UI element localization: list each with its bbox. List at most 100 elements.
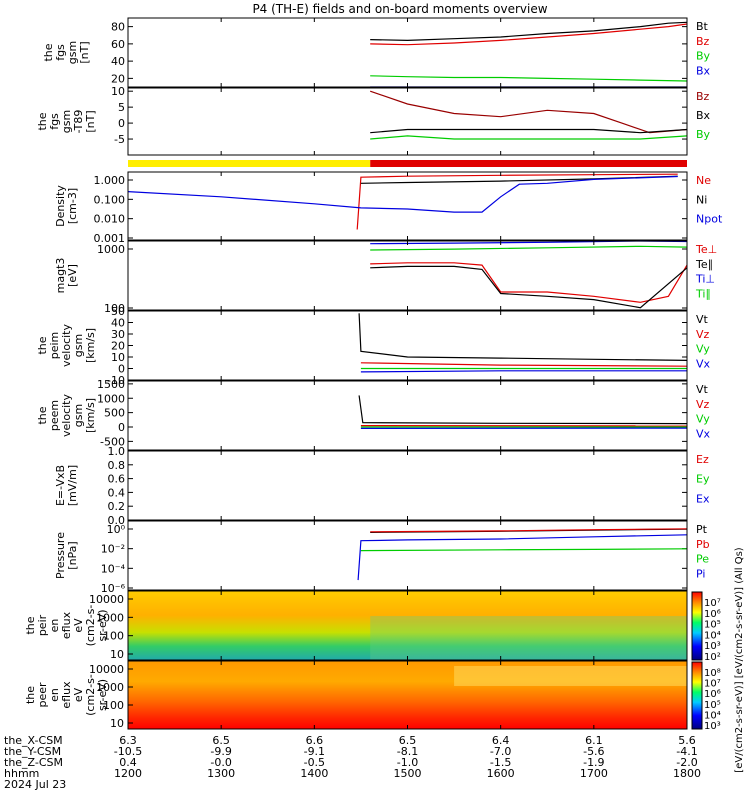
ephem-value: 1300: [207, 767, 235, 780]
ytick-label: 0.6: [108, 473, 126, 486]
legend-Ez: Ez: [696, 453, 709, 466]
ephem-label: hhmm: [4, 767, 39, 780]
ephem-value: 1700: [580, 767, 608, 780]
panel-frame: [127, 240, 688, 311]
ylabel: the: [42, 43, 55, 61]
ytick-label: 0.001: [94, 232, 126, 245]
legend-Pi: Pi: [696, 567, 705, 580]
ytick-label: 0: [118, 117, 125, 130]
legend-Pb: Pb: [696, 538, 710, 551]
legend-Bx: Bx: [696, 64, 711, 77]
ytick-label: 1000: [96, 611, 124, 624]
spectrogram-image: [128, 591, 687, 660]
series-Bt: [370, 21, 688, 42]
legend-By: By: [696, 128, 711, 141]
ephem-value: -4.1: [676, 745, 697, 758]
series-Bx: [370, 128, 688, 134]
ephem-value: 1500: [394, 767, 422, 780]
series-Npot: [127, 175, 678, 213]
ytick-label: -500: [100, 435, 125, 448]
ytick-label: 10000: [89, 593, 124, 606]
series-Ti∥: [370, 245, 688, 251]
ytick-label: 1000: [97, 243, 125, 256]
ephem-value: -1.0: [397, 756, 418, 769]
legend-Ne: Ne: [696, 174, 711, 187]
ephem-value: 0.4: [119, 756, 137, 769]
ytick-label: 40: [111, 317, 125, 330]
ytick-label: 0.4: [108, 486, 126, 499]
ytick-label: 10⁻⁶: [101, 582, 126, 595]
ylabel: peem: [48, 400, 61, 431]
ylabel: en: [48, 619, 61, 633]
ephem-value: -0.5: [304, 756, 325, 769]
series-Te∥: [370, 265, 688, 309]
ephem-label: the_Z-CSM: [4, 756, 63, 769]
legend-Vy: Vy: [696, 413, 710, 426]
ylabel: gsm: [60, 110, 73, 133]
series-Vx: [360, 370, 687, 373]
ephem-label: 2024 Jul 23: [4, 778, 66, 791]
ephem-value: -1.9: [583, 756, 604, 769]
ytick-label: 20: [111, 340, 125, 353]
panel-peir_en_eflux: 10000 1000 100 10 the peir en eflux eV (cm2-s-sr-…: [24, 590, 688, 661]
ytick-label: 0.010: [94, 213, 126, 226]
colorbar-tick: 10⁴: [704, 630, 721, 641]
ytick-label: 500: [104, 407, 125, 420]
legend-Ti∥: Ti∥: [695, 287, 711, 300]
legend-Npot: Npot: [696, 213, 723, 226]
ytick-label: 10: [111, 85, 125, 98]
series-By: [370, 75, 688, 82]
ephem-value: 5.6: [678, 734, 696, 747]
ytick-label: 0.100: [94, 193, 126, 206]
ytick-label: 0: [118, 363, 125, 376]
ylabel: sr-eV): [96, 609, 109, 641]
panel-bfgs_gsm_detrend: 10 5 0 -5 Bz Bx By the fgs gsm -T89 [nT]: [36, 85, 711, 156]
ephem-value: -2.0: [676, 756, 697, 769]
series-By: [370, 135, 688, 140]
ylabel: velocity: [60, 394, 73, 437]
ylabel: Pressure: [54, 532, 67, 579]
series-Ne: [356, 173, 678, 230]
ytick-label: 60: [111, 38, 125, 51]
series-Vz: [360, 362, 688, 367]
ylabel: gsm: [72, 404, 85, 427]
ephem-label: the_Y-CSM: [4, 745, 61, 758]
ylabel: the: [24, 616, 37, 634]
ylabel: [cm-3]: [66, 188, 79, 224]
ytick-label: 10: [111, 351, 125, 364]
colorbar-peer: [691, 661, 703, 730]
panel-temperature: 1000 100 Te⊥ Te∥ Ti⊥Ti∥ magt3 [eV]: [54, 240, 717, 315]
ytick-label: 10⁻²: [101, 543, 125, 556]
legend-Vt: Vt: [696, 383, 709, 396]
ylabel: velocity: [60, 324, 73, 367]
ylabel: the: [24, 686, 37, 704]
legend-Ey: Ey: [696, 473, 710, 486]
ytick-label: 0: [118, 421, 125, 434]
panel-peer_en_eflux: 10000 1000 100 10 the peer en eflux eV (cm2-s-sr-…: [24, 660, 688, 730]
legend-Ti⊥: Ti⊥: [695, 273, 715, 286]
ylabel: gsm: [72, 334, 85, 357]
legend-Vz: Vz: [696, 328, 710, 341]
ephem-value: 6.1: [585, 734, 603, 747]
ylabel: the: [36, 112, 49, 130]
ylabel: gsm: [66, 41, 79, 64]
series-Bz: [370, 23, 688, 46]
ephem-value: 1800: [673, 767, 701, 780]
legend-Pe: Pe: [696, 553, 709, 566]
ephem-value: -9.1: [304, 745, 325, 758]
ylabel: the: [36, 336, 49, 354]
legend-Ni: Ni: [696, 193, 707, 206]
ytick-label: 100: [103, 699, 124, 712]
colorbar-tick: 10⁷: [704, 598, 721, 609]
ephem-value: -9.9: [210, 745, 231, 758]
ylabel: eV: [72, 687, 85, 702]
legend-Ex: Ex: [696, 492, 710, 505]
series-Vt: [358, 395, 688, 425]
colorbar-label: [eV/(cm2-s-sr-eV)] [eV/(cm2-s-sr-eV)] (A…: [734, 547, 745, 772]
ytick-label: 1000: [97, 392, 125, 405]
ylabel: -T89: [72, 110, 85, 134]
ephem-value: 6.5: [212, 734, 230, 747]
